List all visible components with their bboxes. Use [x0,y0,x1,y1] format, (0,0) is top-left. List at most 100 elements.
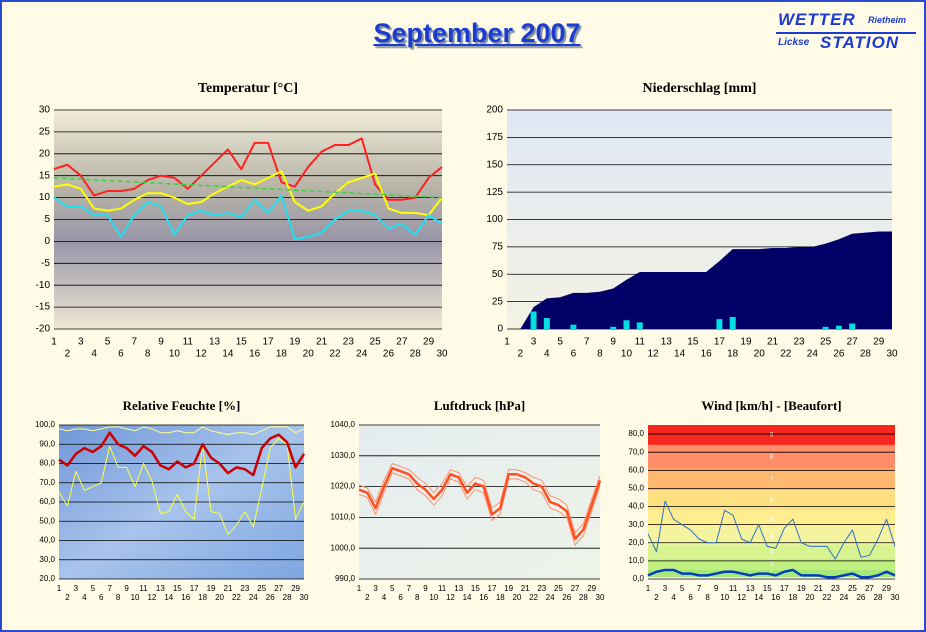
x-tick-label: 3 [373,584,378,593]
beaufort-label: 7 [770,477,774,483]
x-tick-label: 11 [729,584,738,593]
y-tick-label: 80,0 [628,429,644,438]
x-tick-label: 21 [814,584,823,593]
beaufort-band [648,444,895,469]
y-tick-label: 100 [486,214,503,225]
x-tick-label: 19 [504,584,513,593]
x-tick-label: 28 [579,593,588,602]
x-tick-label: 29 [291,584,300,593]
logo-text: STATION [820,33,900,52]
y-tick-label: 25 [492,296,504,307]
y-tick-label: 1040,0 [331,420,356,429]
logo-text: Rietheim [868,15,907,25]
x-tick-label: 30 [436,349,448,360]
x-tick-label: 24 [249,593,258,602]
beaufort-label: 2 [770,562,774,568]
series-line [358,466,602,541]
x-tick-label: 17 [488,584,497,593]
x-tick-label: 2 [654,593,659,602]
x-tick-label: 21 [767,337,779,348]
x-tick-label: 25 [370,337,382,348]
y-tick-label: 200 [486,105,503,116]
x-tick-label: 25 [257,584,266,593]
series-line [53,177,443,199]
x-tick-label: 8 [415,593,420,602]
x-tick-label: 27 [396,337,408,348]
x-tick-label: 26 [833,349,845,360]
x-tick-label: 2 [365,593,370,602]
x-tick-label: 5 [680,584,685,593]
y-tick-label: -5 [41,258,50,269]
x-tick-label: 11 [635,337,646,348]
x-tick-label: 23 [343,337,355,348]
x-tick-label: 6 [688,593,693,602]
x-tick-label: 24 [839,593,848,602]
x-tick-label: 12 [147,593,156,602]
x-tick-label: 22 [232,593,241,602]
x-tick-label: 25 [554,584,563,593]
x-tick-label: 6 [398,593,403,602]
series-line [647,568,896,579]
x-tick-label: 4 [671,593,676,602]
x-tick-label: 15 [236,337,248,348]
y-tick-label: -15 [36,302,51,313]
x-tick-label: 7 [584,337,590,348]
x-tick-label: 8 [597,349,603,360]
x-tick-label: 24 [356,349,368,360]
x-tick-label: 10 [131,593,140,602]
x-tick-label: 19 [289,337,301,348]
y-tick-label: 10 [39,192,51,203]
x-tick-label: 12 [737,593,746,602]
x-tick-label: 30 [891,593,900,602]
cumulative-area [520,231,892,329]
x-tick-label: 16 [771,593,780,602]
x-tick-label: 19 [740,337,752,348]
x-tick-label: 28 [410,349,422,360]
x-tick-label: 12 [647,349,659,360]
x-tick-label: 18 [727,349,739,360]
x-tick-label: 2 [65,349,71,360]
series-line [58,426,305,436]
y-tick-label: 50,0 [39,516,55,525]
x-tick-label: 26 [266,593,275,602]
x-tick-label: 27 [847,337,859,348]
x-tick-label: 16 [701,349,713,360]
x-tick-label: 28 [874,593,883,602]
y-tick-label: 30,0 [628,520,644,529]
x-tick-label: 1 [51,337,57,348]
y-tick-label: 125 [486,187,503,198]
x-tick-label: 14 [222,349,234,360]
series-line [58,431,306,477]
x-tick-label: 21 [316,337,328,348]
x-tick-label: 9 [423,584,428,593]
x-tick-label: 25 [820,337,832,348]
x-tick-label: 29 [882,584,891,593]
series-line [647,500,896,560]
x-tick-label: 5 [91,584,96,593]
beaufort-label: 8 [770,454,774,460]
x-tick-label: 16 [249,349,261,360]
x-tick-label: 26 [562,593,571,602]
y-tick-label: 60,0 [628,465,644,474]
x-tick-label: 28 [860,349,872,360]
x-tick-label: 6 [99,593,104,602]
beaufort-band [648,468,895,491]
x-tick-label: 9 [158,337,164,348]
x-tick-label: 23 [831,584,840,593]
x-tick-label: 14 [674,349,686,360]
x-tick-label: 21 [224,584,233,593]
x-tick-label: 1 [504,337,510,348]
bar [623,320,630,329]
y-tick-label: 70,0 [39,478,55,487]
chart-title: Relative Feuchte [%] [123,398,241,413]
x-tick-label: 4 [382,593,387,602]
x-tick-label: 10 [169,349,181,360]
beaufort-band [648,490,895,511]
x-tick-label: 14 [463,593,472,602]
beaufort-label: 5 [770,517,774,523]
x-tick-label: 29 [873,337,885,348]
x-tick-label: 9 [124,584,129,593]
chart-title: Luftdruck [hPa] [434,398,525,413]
beaufort-label: 6 [770,498,774,504]
